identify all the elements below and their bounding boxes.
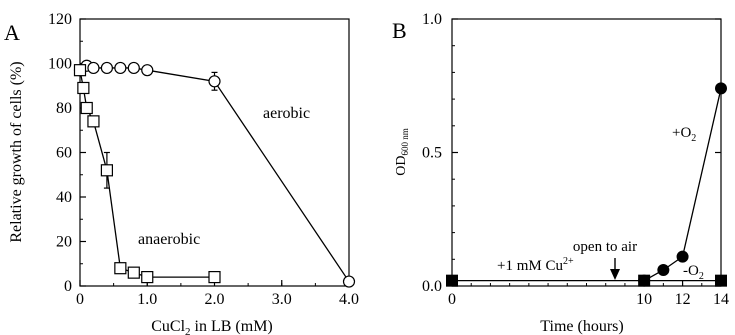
b-ytick-label: 0.0: [422, 278, 442, 295]
data-point-aerobic: [127, 61, 140, 75]
b-ytick-label: 0.5: [422, 145, 442, 162]
open-to-air-annotation: open to air: [573, 239, 637, 255]
plus-o2-annotation: +O2: [672, 125, 696, 144]
b-ytick-label: 1.0: [422, 11, 442, 28]
a-ytick-label: 40: [56, 189, 72, 206]
a-xtick-label: 0: [76, 291, 84, 308]
data-point-anaerobic: [141, 271, 154, 284]
data-point-o2: [446, 274, 458, 287]
panel-a: 0 20 40 60 80 100 120 0 1.0 2.0 3.0 4.0 Relative g…: [8, 11, 359, 335]
a-xtick-label: 4.0: [339, 291, 359, 308]
data-point-o2: [676, 250, 689, 263]
data-point-aerobic: [342, 275, 356, 288]
a-ytick-label: 120: [48, 11, 72, 28]
a-ytick-label: 20: [56, 234, 72, 251]
data-point-anaerobic: [80, 101, 93, 115]
panel-b-ylabel: OD600 nm: [394, 128, 410, 176]
panel-a-ylabel: Relative growth of cells (%): [8, 61, 25, 242]
minus-o2-annotation: -O2: [683, 263, 704, 282]
b-xtick-label: 10: [636, 291, 652, 308]
data-point-aerobic: [87, 61, 100, 75]
open-to-air-arrow-head: [610, 269, 620, 280]
data-point-o2: [657, 263, 670, 276]
panel-b: 0.00.51.0 0 10 12 14 OD600 nm Time (hours) …: [394, 11, 729, 335]
b-xtick-label: 12: [675, 291, 691, 308]
data-point-anaerobic: [73, 64, 87, 77]
data-point-anaerobic: [127, 266, 140, 279]
data-point-anaerobic: [100, 164, 114, 177]
b-xtick-label: 0: [448, 291, 456, 308]
series-line-aerobic: [79, 65, 350, 282]
series-label-aerobic: aerobic: [263, 105, 310, 122]
data-point-anaerobic: [77, 81, 90, 95]
a-ytick-label: 60: [56, 145, 72, 162]
series-label-anaerobic: anaerobic: [138, 231, 200, 248]
data-point-aerobic: [208, 75, 221, 88]
data-point-aerobic: [141, 64, 154, 77]
series-line-o2: [643, 88, 722, 282]
a-ytick-label: 0: [64, 278, 72, 295]
data-point-anaerobic: [114, 262, 127, 275]
panel-a-frame: [79, 18, 350, 287]
a-xtick-label: 1.0: [137, 291, 157, 308]
a-xtick-label: 3.0: [272, 291, 292, 308]
data-point-anaerobic: [87, 115, 100, 128]
data-point-aerobic: [114, 61, 127, 75]
panel-a-xlabel: CuCl2 in LB (mM): [151, 318, 273, 335]
data-point-o2: [638, 274, 651, 287]
b-xtick-label: 14: [713, 291, 729, 308]
a-ytick-label: 80: [56, 100, 72, 117]
panel-label-a: A: [4, 20, 20, 45]
data-point-o2: [715, 82, 727, 95]
data-point-o2: [715, 274, 727, 287]
a-ytick-label: 100: [48, 56, 72, 73]
a-xtick-label: 2.0: [205, 291, 225, 308]
panel-label-b: B: [392, 18, 407, 43]
cu-annotation: +1 mM Cu2+: [497, 256, 574, 274]
panel-b-xlabel: Time (hours): [540, 318, 623, 335]
data-point-aerobic: [100, 61, 114, 75]
data-point-anaerobic: [208, 271, 221, 284]
